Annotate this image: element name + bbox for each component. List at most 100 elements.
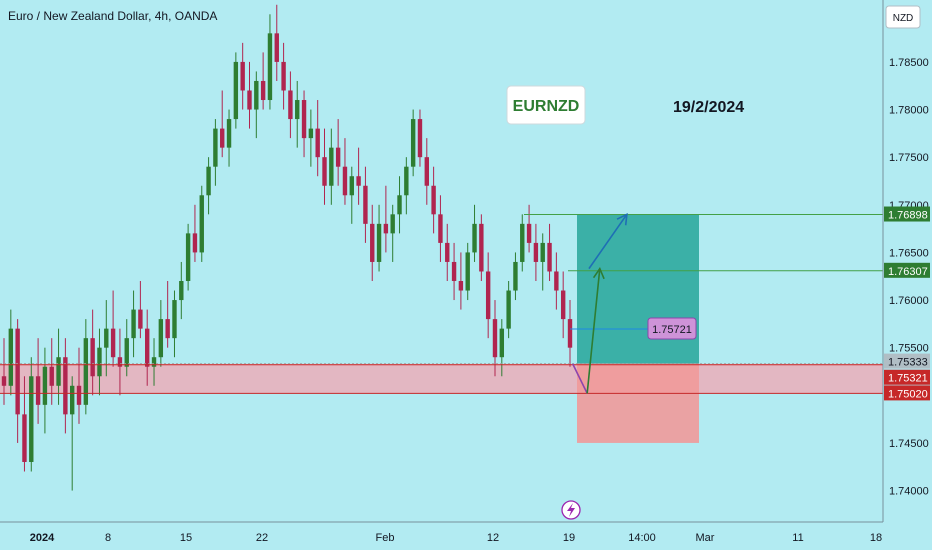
date-annotation: 19/2/2024 bbox=[673, 99, 744, 116]
candle-body bbox=[349, 176, 354, 196]
support-zone bbox=[0, 363, 883, 394]
price-level-lines bbox=[0, 214, 883, 394]
price-tag-text: 1.75020 bbox=[888, 388, 928, 400]
candle-body bbox=[97, 347, 102, 377]
stop-zone[interactable] bbox=[577, 363, 699, 443]
candle-body bbox=[390, 214, 395, 234]
candle-body bbox=[131, 309, 136, 339]
candle-body bbox=[451, 261, 457, 282]
candle-body bbox=[513, 261, 518, 291]
candle-body bbox=[438, 214, 443, 243]
candle-body bbox=[267, 33, 273, 101]
time-tick-label: 22 bbox=[256, 532, 268, 544]
candle-body bbox=[342, 166, 348, 196]
candle-body bbox=[29, 376, 34, 462]
time-tick-label: Mar bbox=[696, 532, 715, 544]
candle-body bbox=[458, 281, 464, 291]
candle-body bbox=[554, 271, 559, 291]
price-tag-box bbox=[884, 206, 930, 222]
candle-body bbox=[274, 33, 279, 62]
candle-body bbox=[404, 166, 409, 196]
arrow-head-blue bbox=[616, 212, 628, 226]
time-tick-label: 19 bbox=[563, 532, 575, 544]
candle-body bbox=[63, 357, 68, 415]
candle-body bbox=[533, 242, 539, 262]
candle-body bbox=[260, 80, 266, 101]
candles bbox=[1, 4, 573, 491]
candle-body bbox=[145, 328, 150, 367]
price-tag-box bbox=[884, 369, 930, 385]
candle-body bbox=[363, 185, 368, 224]
path-down-leg bbox=[572, 363, 588, 394]
candle-body bbox=[138, 309, 143, 329]
candle-body bbox=[117, 357, 123, 367]
currency-badge[interactable] bbox=[885, 5, 921, 29]
candle-body bbox=[397, 195, 402, 215]
time-tick-label: 18 bbox=[870, 532, 882, 544]
price-tag-text: 1.76307 bbox=[888, 266, 928, 278]
candle-body bbox=[335, 147, 341, 167]
candle-body bbox=[526, 223, 532, 243]
price-tag-box bbox=[884, 262, 930, 278]
candle-body bbox=[424, 157, 429, 186]
price-axis-ticks: 1.785001.780001.775001.770001.765001.760… bbox=[889, 57, 929, 498]
candle-body bbox=[104, 328, 109, 348]
candle-body bbox=[288, 90, 293, 120]
candle-body bbox=[376, 223, 382, 262]
candle-body bbox=[185, 233, 191, 282]
mid-price-text: 1.75721 bbox=[652, 324, 692, 336]
candle-body bbox=[76, 385, 82, 405]
symbol-badge bbox=[506, 85, 586, 125]
candle-body bbox=[356, 176, 361, 186]
price-tag-text: 1.75333 bbox=[888, 357, 928, 369]
candle-body bbox=[383, 223, 389, 234]
candle-body bbox=[492, 319, 498, 358]
candle-body bbox=[465, 252, 470, 291]
candle-body bbox=[56, 357, 61, 386]
price-tick-label: 1.75500 bbox=[889, 343, 929, 355]
candle-body bbox=[226, 119, 232, 148]
target-zone[interactable] bbox=[577, 214, 699, 364]
currency-label: NZD bbox=[893, 13, 914, 24]
candle-body bbox=[90, 338, 95, 377]
candle-body bbox=[417, 119, 423, 158]
candle-body bbox=[1, 376, 7, 386]
candle-body bbox=[35, 376, 41, 405]
price-tick-label: 1.77500 bbox=[889, 152, 929, 164]
candle-body bbox=[179, 281, 184, 301]
candle-body bbox=[233, 61, 239, 120]
mid-price-badge bbox=[647, 317, 697, 340]
arrow-head-green bbox=[592, 266, 605, 280]
time-tick-label: 2024 bbox=[30, 532, 55, 544]
candle-body bbox=[506, 290, 511, 329]
price-tag-box bbox=[884, 353, 930, 369]
candle-body bbox=[151, 357, 157, 367]
price-tags: 1.76898 1.76307 1.75333 1.75321 1.75020 bbox=[884, 206, 930, 401]
price-tag-text: 1.75321 bbox=[888, 373, 928, 385]
candle-body bbox=[110, 328, 116, 358]
lightning-glyph bbox=[567, 503, 575, 517]
candle-body bbox=[560, 290, 566, 320]
candle-body bbox=[206, 166, 211, 196]
candle-body bbox=[247, 90, 252, 110]
candle-body bbox=[240, 61, 245, 91]
candle-body bbox=[547, 242, 552, 272]
candle-body bbox=[295, 100, 300, 120]
candle-body bbox=[499, 328, 505, 358]
chart-title: Euro / New Zealand Dollar, 4h, OANDA bbox=[8, 9, 217, 23]
candle-body bbox=[15, 328, 20, 415]
candle-body bbox=[329, 147, 334, 186]
candle-body bbox=[431, 185, 436, 215]
candle-body bbox=[308, 128, 314, 139]
candle-body bbox=[315, 128, 320, 158]
symbol-badge-text: EURNZD bbox=[513, 98, 580, 115]
candle-body bbox=[42, 366, 48, 405]
candle-body bbox=[49, 366, 54, 386]
candle-body bbox=[485, 271, 491, 320]
price-tick-label: 1.74500 bbox=[889, 438, 929, 450]
price-tick-label: 1.74000 bbox=[889, 486, 929, 498]
candle-body bbox=[69, 385, 75, 415]
price-tag-text: 1.76898 bbox=[888, 210, 928, 222]
candle-body bbox=[445, 242, 450, 262]
